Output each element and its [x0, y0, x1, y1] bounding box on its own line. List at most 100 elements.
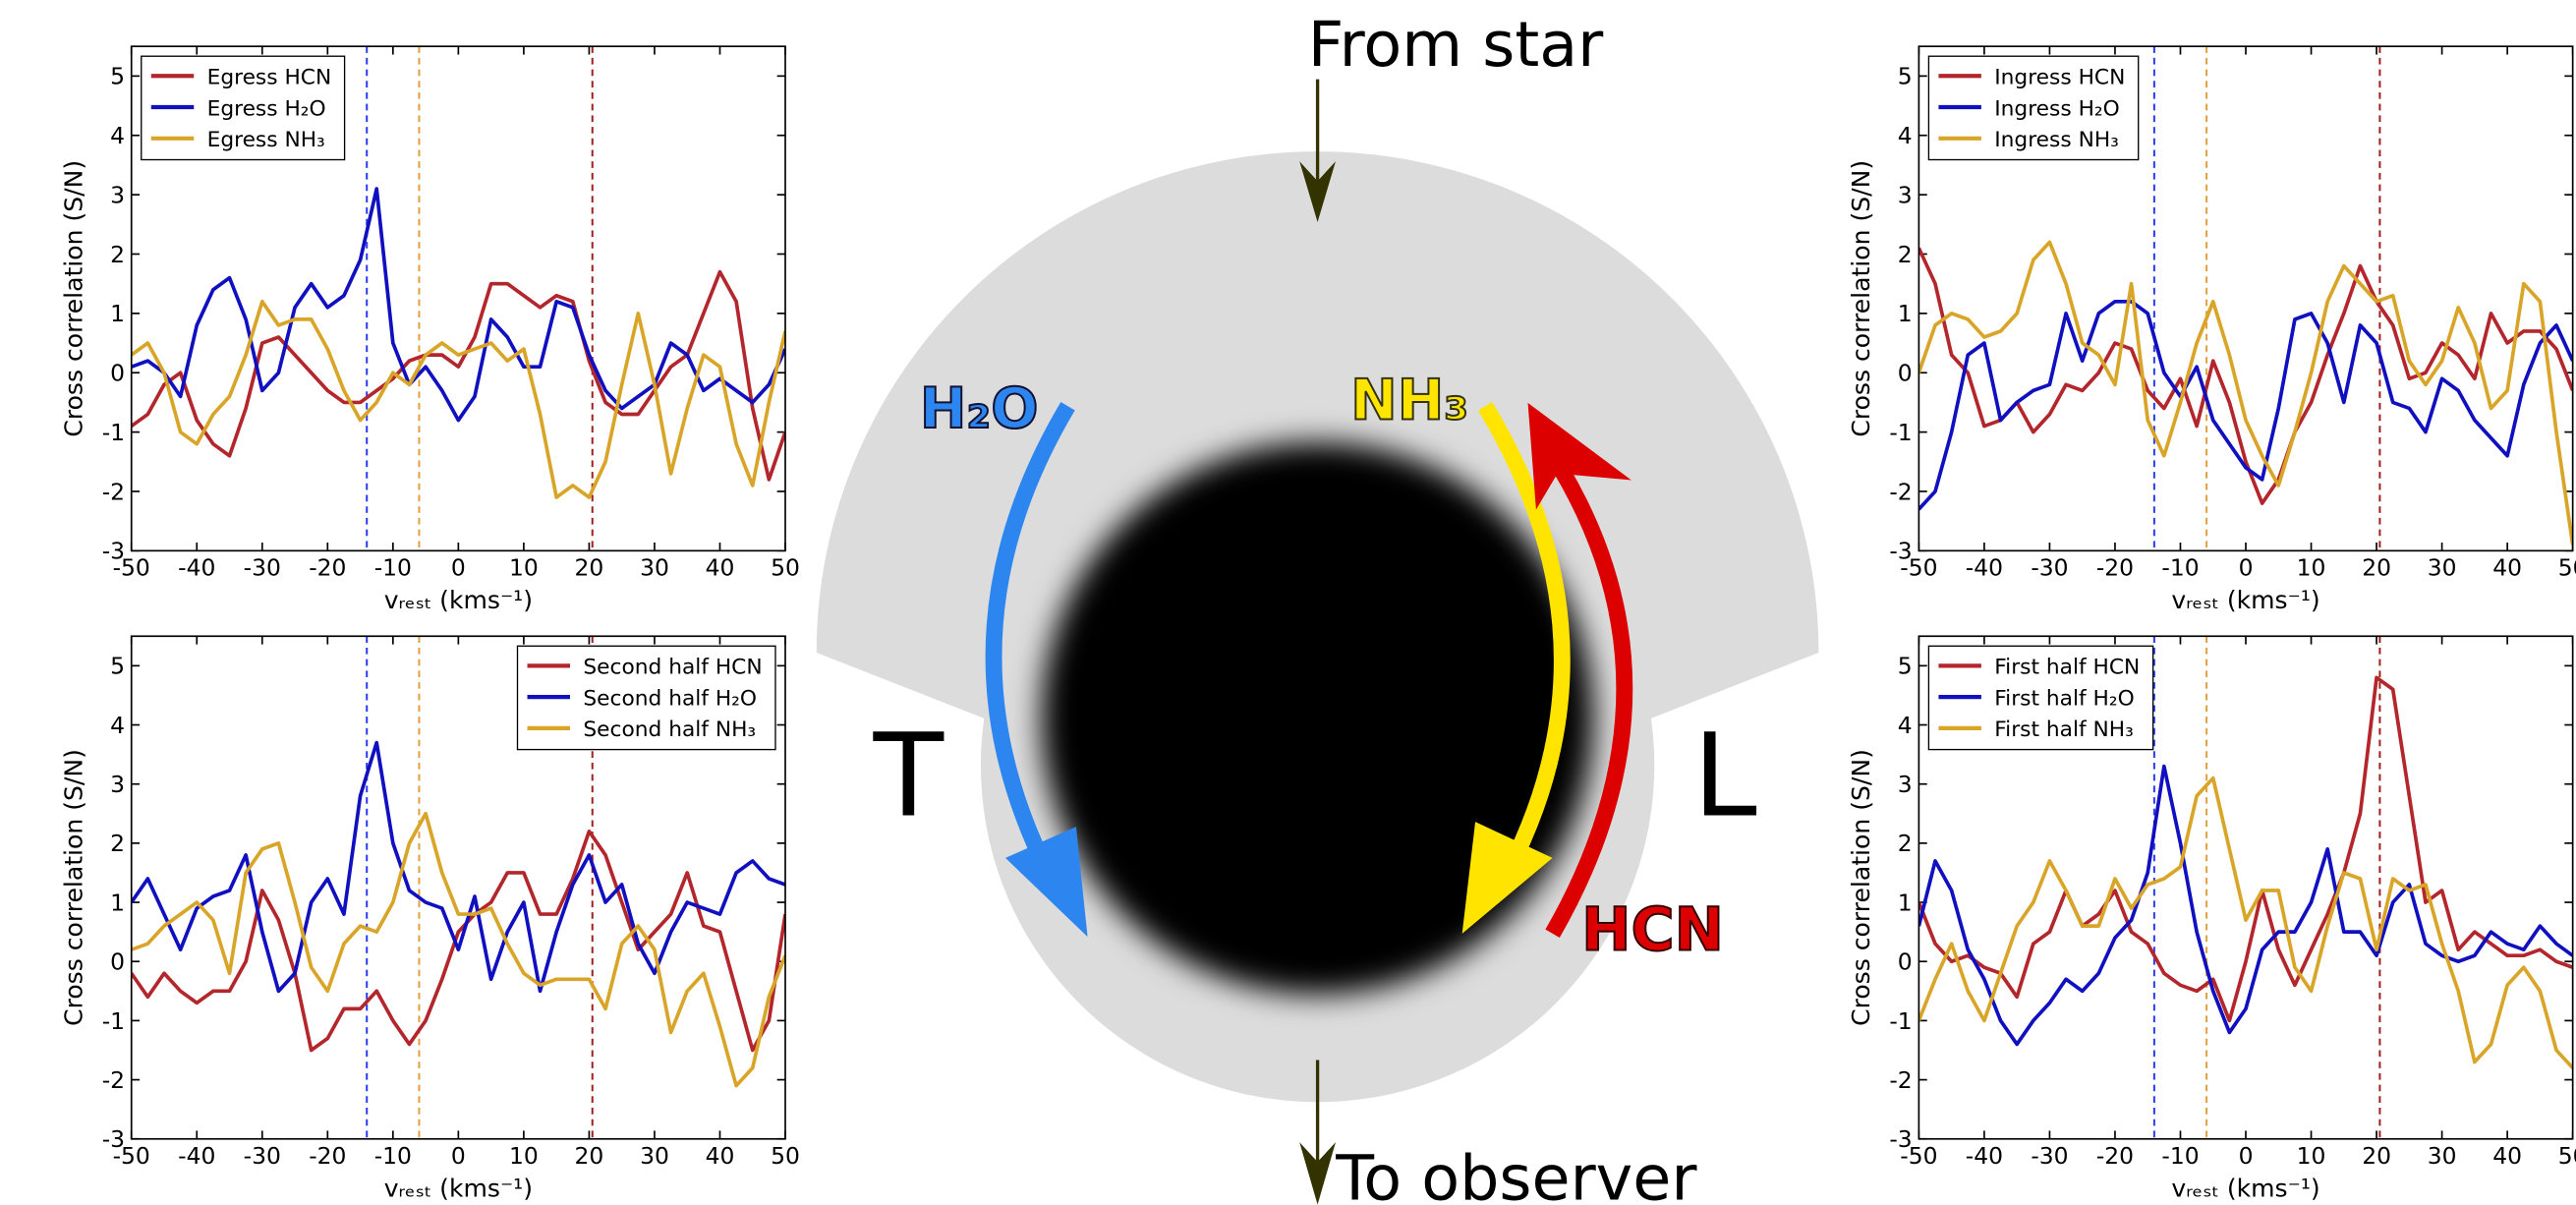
- hcn-label: HCN: [1581, 896, 1724, 965]
- series-line: [132, 302, 785, 497]
- legend: Ingress HCNIngress H₂OIngress NH₃: [1928, 56, 2138, 159]
- legend-label: Second half NH₃: [583, 717, 756, 742]
- legend-label: Ingress NH₃: [1994, 128, 2119, 152]
- x-tick-label: -20: [2096, 1142, 2134, 1170]
- x-tick-label: 10: [509, 553, 539, 581]
- x-tick-label: -20: [2096, 553, 2134, 581]
- terminator-label: T: [873, 708, 945, 842]
- chart-panel: -3-2-1012345-50-40-30-20-1001020304050vᵣ…: [1847, 636, 2576, 1202]
- x-tick-label: -30: [2031, 1142, 2068, 1170]
- nh3-label: NH₃: [1350, 369, 1468, 433]
- y-axis-label: Cross correlation (S/N): [60, 749, 88, 1026]
- x-tick-label: 30: [2428, 553, 2457, 581]
- y-tick-label: 4: [110, 712, 125, 739]
- y-tick-label: 0: [1898, 360, 1913, 387]
- x-tick-label: 50: [771, 1142, 800, 1170]
- x-tick-label: -10: [374, 1142, 412, 1170]
- x-axis-label: vᵣₑₛₜ (kms⁻¹): [2171, 586, 2319, 614]
- legend-label: First half HCN: [1994, 656, 2140, 680]
- y-tick-label: 4: [1898, 122, 1913, 149]
- x-tick-label: 10: [2297, 1142, 2326, 1170]
- x-axis-label: vᵣₑₛₜ (kms⁻¹): [384, 1174, 533, 1202]
- series-line: [1918, 242, 2572, 545]
- y-tick-label: 0: [110, 948, 125, 976]
- x-tick-label: 50: [2558, 1142, 2576, 1170]
- x-tick-label: 20: [575, 553, 604, 581]
- x-tick-label: 30: [2428, 1142, 2457, 1170]
- y-tick-label: -2: [1889, 478, 1912, 505]
- y-tick-label: -1: [1889, 1007, 1912, 1035]
- y-tick-label: 4: [1898, 712, 1913, 739]
- x-tick-label: 20: [575, 1142, 604, 1170]
- x-tick-label: 0: [451, 553, 466, 581]
- y-tick-label: 5: [110, 63, 125, 90]
- y-tick-label: 5: [1898, 63, 1913, 90]
- diagram: H₂O NH₃ HCN T L From star To observer: [817, 8, 1819, 1205]
- x-tick-label: -50: [1900, 553, 1937, 581]
- h2o-label: H₂O: [920, 376, 1039, 441]
- series-line: [1918, 778, 2572, 1068]
- y-tick-label: 0: [1898, 948, 1913, 976]
- x-axis-label: vᵣₑₛₜ (kms⁻¹): [2171, 1174, 2319, 1202]
- y-tick-label: -1: [102, 419, 125, 446]
- legend-label: First half NH₃: [1994, 717, 2134, 742]
- x-tick-label: -30: [244, 1142, 281, 1170]
- series-line: [132, 272, 785, 480]
- x-tick-label: 30: [640, 1142, 669, 1170]
- x-tick-label: 40: [2492, 1142, 2522, 1170]
- y-tick-label: 2: [1898, 830, 1913, 857]
- y-tick-label: 2: [110, 830, 125, 857]
- x-tick-label: 40: [2492, 553, 2522, 581]
- legend: First half HCN First half H₂O First half N…: [1928, 646, 2152, 749]
- legend-label: Egress HCN: [207, 66, 332, 90]
- x-tick-label: 40: [706, 1142, 735, 1170]
- y-tick-label: 3: [110, 771, 125, 798]
- y-tick-label: -1: [1889, 419, 1912, 446]
- x-tick-label: 10: [509, 1142, 539, 1170]
- x-tick-label: -30: [2031, 553, 2068, 581]
- x-tick-label: -40: [1966, 1142, 2003, 1170]
- chart-panel: -3-2-1012345-50-40-30-20-1001020304050vᵣ…: [1847, 46, 2576, 614]
- x-tick-label: 20: [2362, 1142, 2391, 1170]
- x-tick-label: 0: [2239, 1142, 2254, 1170]
- y-tick-label: 1: [1898, 889, 1913, 916]
- legend: Second half HCN Second half H₂O Second hal…: [518, 646, 775, 749]
- x-tick-label: -50: [113, 1142, 150, 1170]
- legend-label: Egress NH₃: [207, 128, 325, 152]
- legend-label: Second half HCN: [583, 656, 762, 680]
- legend-label: Ingress HCN: [1994, 66, 2125, 90]
- x-tick-label: -30: [244, 553, 281, 581]
- y-tick-label: 1: [110, 889, 125, 916]
- figure: H₂O NH₃ HCN T L From star To observer -3…: [0, 0, 2576, 1205]
- x-tick-label: -10: [374, 553, 412, 581]
- series-line: [1918, 767, 2572, 1045]
- x-tick-label: 30: [640, 553, 669, 581]
- series-line: [132, 743, 785, 992]
- x-tick-label: -20: [309, 553, 346, 581]
- from-star-label: From star: [1308, 8, 1604, 81]
- legend-label: Second half H₂O: [583, 686, 757, 711]
- y-tick-label: 0: [110, 360, 125, 387]
- y-axis-label: Cross correlation (S/N): [60, 160, 88, 437]
- y-axis-label: Cross correlation (S/N): [1847, 749, 1875, 1026]
- planet: [1042, 442, 1594, 995]
- y-tick-label: 4: [110, 122, 125, 149]
- x-tick-label: 50: [771, 553, 800, 581]
- y-tick-label: 3: [1898, 771, 1913, 798]
- y-tick-label: -1: [102, 1007, 125, 1035]
- x-tick-label: 20: [2362, 553, 2391, 581]
- x-tick-label: -40: [1966, 553, 2003, 581]
- x-tick-label: 10: [2297, 553, 2326, 581]
- x-tick-label: 0: [2239, 553, 2254, 581]
- y-tick-label: -2: [1889, 1066, 1912, 1094]
- to-observer-label: To observer: [1335, 1142, 1697, 1205]
- page: H₂O NH₃ HCN T L From star To observer -3…: [0, 0, 2576, 1205]
- x-axis-label: vᵣₑₛₜ (kms⁻¹): [384, 586, 533, 614]
- y-tick-label: 3: [1898, 181, 1913, 208]
- series-line: [132, 832, 785, 1051]
- legend-label: First half H₂O: [1994, 686, 2134, 711]
- y-tick-label: 1: [1898, 300, 1913, 327]
- x-tick-label: -20: [309, 1142, 346, 1170]
